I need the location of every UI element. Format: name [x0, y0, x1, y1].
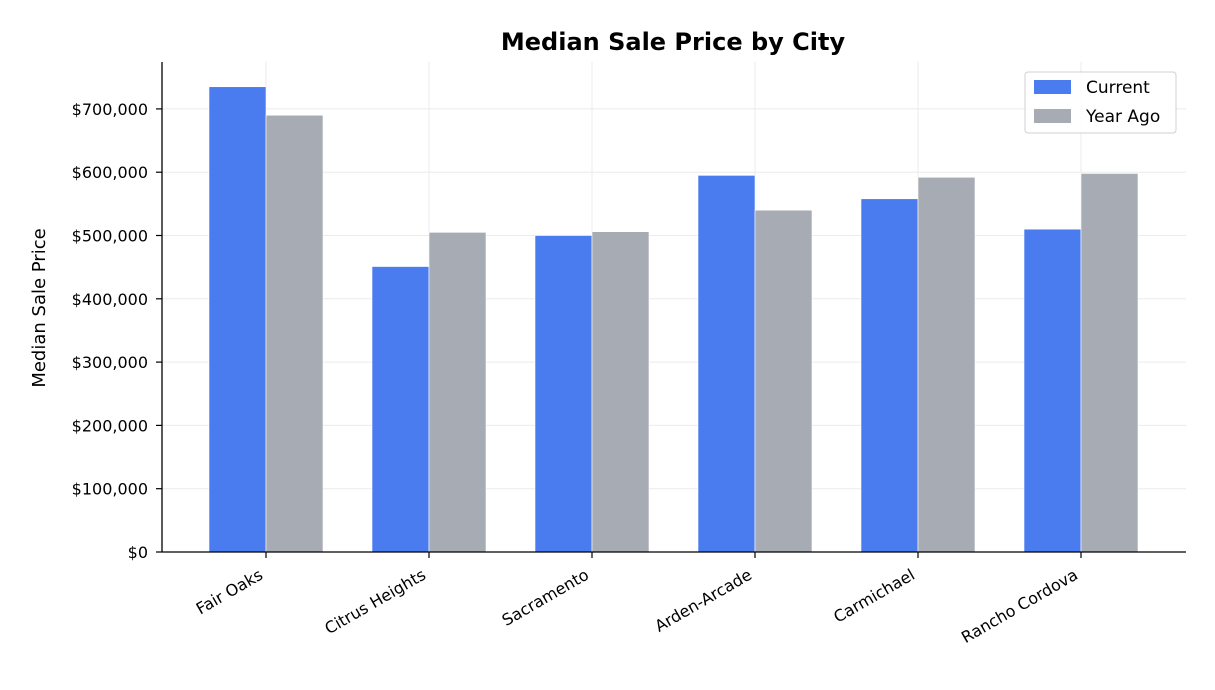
legend-swatch	[1034, 109, 1071, 123]
bars	[208, 86, 1139, 553]
y-tick-label: $200,000	[72, 416, 148, 435]
y-ticks: $0 $100,000 $200,000 $300,000 $400,000 $500,0…	[72, 100, 162, 562]
y-tick-label: $700,000	[72, 100, 148, 119]
x-tick-label: Citrus Heights	[321, 565, 429, 638]
bar-year-ago	[917, 176, 976, 553]
x-tick-label: Fair Oaks	[193, 565, 266, 618]
bar-current	[208, 86, 267, 553]
bar-year-ago	[428, 232, 487, 553]
bar-year-ago	[265, 114, 324, 553]
bar-current	[697, 175, 756, 553]
y-tick-label: $0	[128, 543, 148, 562]
y-axis-label: Median Sale Price	[29, 228, 50, 387]
x-ticks: Fair Oaks Citrus Heights Sacramento Arden-A…	[193, 552, 1082, 647]
y-tick-label: $500,000	[72, 227, 148, 246]
legend-swatch	[1034, 80, 1071, 94]
legend-label: Current	[1086, 78, 1150, 98]
y-tick-label: $600,000	[72, 163, 148, 182]
bar-year-ago	[754, 209, 813, 553]
bar-year-ago	[1080, 173, 1139, 553]
bar-current	[1023, 228, 1082, 553]
legend: Current Year Ago	[1024, 71, 1177, 134]
bar-year-ago	[591, 231, 650, 553]
chart-title: Median Sale Price by City	[501, 28, 846, 56]
y-tick-label: $400,000	[72, 290, 148, 309]
bar-current	[534, 235, 593, 553]
y-tick-label: $300,000	[72, 353, 148, 372]
x-tick-label: Rancho Cordova	[958, 565, 1081, 647]
bar-current	[860, 198, 919, 553]
y-tick-label: $100,000	[72, 480, 148, 499]
legend-label: Year Ago	[1085, 107, 1160, 127]
x-tick-label: Sacramento	[499, 565, 592, 630]
x-tick-label: Arden-Arcade	[651, 565, 755, 636]
x-tick-label: Carmichael	[830, 565, 918, 627]
bar-current	[371, 266, 430, 553]
